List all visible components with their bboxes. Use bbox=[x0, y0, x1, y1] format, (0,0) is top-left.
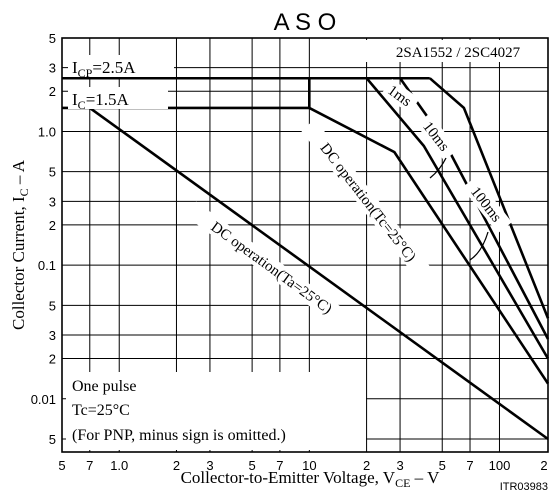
ic-label: IC=1.5A bbox=[68, 87, 168, 112]
y-axis-label: Collector Current, IC – A bbox=[9, 159, 31, 330]
x-tick-label: 3 bbox=[396, 458, 403, 473]
y-axis-label-main: Collector Current, I bbox=[9, 196, 28, 330]
x-tick-label: 5 bbox=[249, 458, 256, 473]
label-100ms-leader bbox=[469, 231, 489, 261]
x-tick-label: 7 bbox=[86, 458, 93, 473]
x-tick-label: 2 bbox=[363, 458, 370, 473]
annotation-tc: Tc=25°C bbox=[72, 402, 130, 419]
y-tick-label: 0.1 bbox=[38, 258, 56, 273]
series-line-2 bbox=[365, 77, 550, 360]
figure-code: ITR03983 bbox=[500, 481, 548, 493]
y-axis-label-unit: – A bbox=[9, 159, 28, 188]
y-tick-label: 5 bbox=[49, 165, 56, 180]
annotation-one-pulse: One pulse bbox=[72, 378, 136, 395]
x-tick-label: 100 bbox=[489, 458, 511, 473]
svg-text:IC=1.5A: IC=1.5A bbox=[72, 90, 130, 112]
label-1ms: 1ms bbox=[381, 78, 420, 114]
icp-label-sub: CP bbox=[78, 66, 93, 80]
y-tick-label: 3 bbox=[49, 194, 56, 209]
y-tick-label: 5 bbox=[49, 298, 56, 313]
x-axis-label: Collector-to-Emitter Voltage, VCE – V bbox=[181, 468, 441, 490]
label-10ms: 10ms bbox=[415, 113, 459, 161]
y-tick-label: 3 bbox=[49, 61, 56, 76]
x-tick-label: 5 bbox=[58, 458, 65, 473]
annotation-box bbox=[66, 372, 366, 450]
annotation-pnp: (For PNP, minus sign is omitted.) bbox=[72, 427, 286, 444]
x-tick-label: 2 bbox=[540, 458, 547, 473]
series-line-1 bbox=[399, 77, 550, 340]
x-tick-label: 7 bbox=[466, 458, 473, 473]
y-tick-label: 2 bbox=[49, 84, 56, 99]
label-dc-ta: DC operation(Ta=25°C) bbox=[185, 201, 358, 334]
label-dc-tc: DC operation(Tc=25°C) bbox=[300, 119, 436, 285]
part-number-label: 2SA1552 / 2SC4027 bbox=[396, 45, 521, 61]
part-number-box bbox=[360, 40, 546, 62]
y-tick-label: 5 bbox=[49, 432, 56, 447]
label-10ms-leader bbox=[429, 157, 447, 179]
x-tick-label: 10 bbox=[302, 458, 316, 473]
x-tick-label: 7 bbox=[276, 458, 283, 473]
svg-text:DC operation(Ta=25°C): DC operation(Ta=25°C) bbox=[208, 219, 335, 317]
x-axis-label-sub: CE bbox=[395, 476, 410, 490]
x-tick-label: 1.0 bbox=[110, 458, 128, 473]
ic-label-rest: =1.5A bbox=[86, 90, 130, 109]
x-axis-label-main: Collector-to-Emitter Voltage, V bbox=[181, 468, 396, 487]
icp-label-main: I bbox=[72, 58, 78, 77]
series-line-3 bbox=[308, 78, 550, 385]
svg-text:DC operation(Tc=25°C): DC operation(Tc=25°C) bbox=[316, 141, 418, 265]
ic-label-main: I bbox=[72, 90, 78, 109]
y-tick-label: 2 bbox=[49, 352, 56, 367]
y-tick-label: 3 bbox=[49, 328, 56, 343]
x-tick-label: 3 bbox=[206, 458, 213, 473]
svg-text:ICP=2.5A: ICP=2.5A bbox=[72, 58, 136, 80]
x-tick-label: 2 bbox=[173, 458, 180, 473]
y-tick-label: 0.01 bbox=[31, 392, 56, 407]
y-tick-label: 1.0 bbox=[38, 124, 56, 139]
plot-frame bbox=[61, 37, 549, 453]
x-tick-label: 5 bbox=[439, 458, 446, 473]
y-tick-label: 2 bbox=[49, 218, 56, 233]
chart-title: A S O bbox=[274, 9, 337, 36]
series-line-0 bbox=[428, 77, 550, 319]
icp-label: ICP=2.5A bbox=[68, 55, 174, 80]
x-axis-label-unit: – V bbox=[410, 468, 440, 487]
y-tick-label: 5 bbox=[49, 31, 56, 46]
icp-label-rest: =2.5A bbox=[92, 58, 136, 77]
tick-labels: 5 7 1.0 2 3 5 7 10 2 3 5 7 100 2 5 0.01 2 3 5 0.1 2 3 5 1.0 2 3 5 bbox=[31, 31, 548, 473]
series-line-4 bbox=[89, 106, 549, 441]
y-axis-label-sub: C bbox=[17, 188, 31, 196]
ic-label-sub: C bbox=[78, 98, 86, 112]
